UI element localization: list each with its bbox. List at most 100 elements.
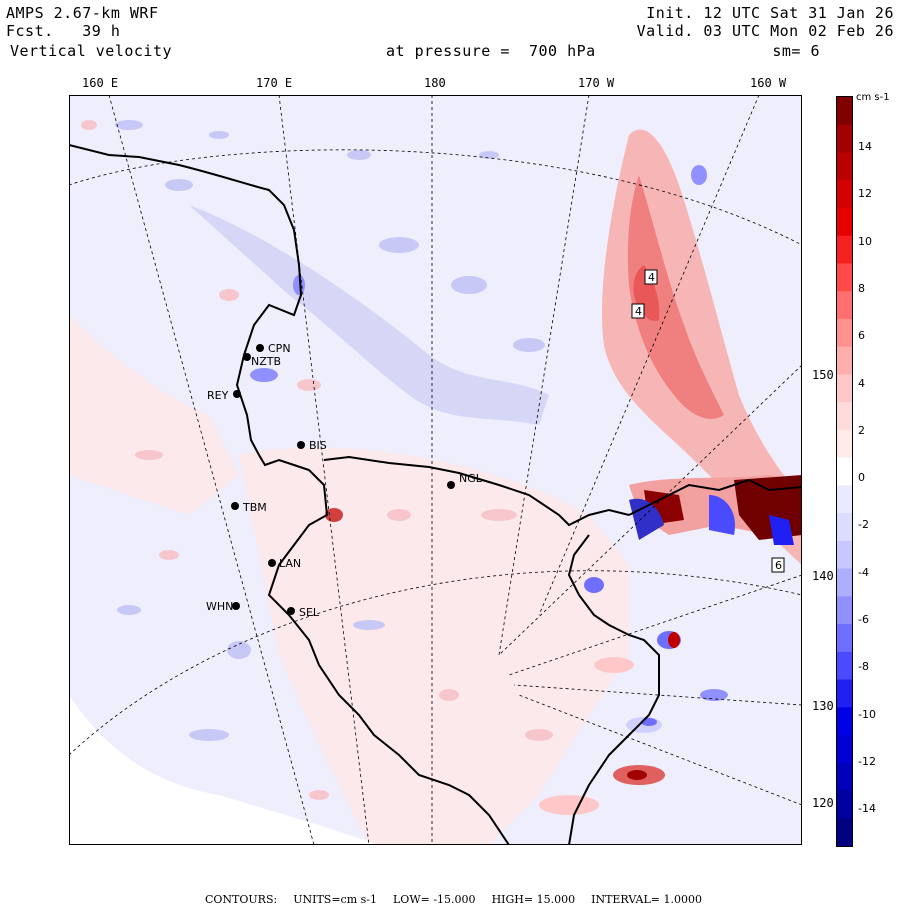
- station-label-nztb: NZTB: [251, 355, 281, 368]
- lon-label-160w: 160 W: [750, 76, 787, 90]
- colorbar-swatch: [837, 235, 852, 264]
- station-label-cpn: CPN: [268, 342, 291, 355]
- colorbar-tick-label: 4: [858, 376, 865, 390]
- graticule-lat-inner: [69, 570, 802, 756]
- west-ross-strip: [69, 315, 239, 515]
- colorbar-swatch: [837, 624, 852, 653]
- colorbar-swatch: [837, 596, 852, 625]
- cell-south-7: [584, 577, 604, 593]
- colorbar-tick-label: 0: [858, 471, 865, 485]
- colorbar-swatch: [837, 180, 852, 209]
- cell-north-2: [691, 165, 707, 185]
- colorbar-swatch: [837, 291, 852, 320]
- cell-south-4: [700, 689, 728, 701]
- station-label-lan: LAN: [279, 557, 301, 570]
- colorbar-tick-label: 6: [858, 329, 865, 343]
- colorbar-swatch: [837, 818, 852, 846]
- colorbar-swatch: [837, 97, 852, 126]
- forecast-hour: Fcst. 39 h: [6, 22, 120, 40]
- colorbar-tick-label: -12: [858, 754, 876, 768]
- lon-label-170e: 170 E: [256, 76, 293, 90]
- colorbar-tick-label: -2: [858, 518, 869, 532]
- colorbar-swatch: [837, 540, 852, 570]
- colorbar-swatch: [837, 568, 852, 597]
- coastline-marie-byrd: [628, 478, 802, 516]
- station-label-bis: BIS: [309, 439, 327, 452]
- ross-sea-region: [239, 447, 629, 845]
- colorbar-swatch: [837, 485, 852, 514]
- station-label-ngl: NGL: [459, 472, 483, 485]
- graticule-lat-outer: [69, 149, 802, 246]
- graticule-lon-120w: [518, 694, 802, 806]
- smoothing: sm= 6: [772, 42, 820, 60]
- lon-label-170w: 170 W: [578, 76, 615, 90]
- model-title: AMPS 2.67-km WRF: [6, 4, 159, 22]
- colorbar-tick-label: -14: [858, 802, 876, 816]
- graticule-lon-160w: [538, 95, 760, 616]
- pressure-label: at pressure =: [386, 42, 510, 60]
- field-name: Vertical velocity: [10, 42, 173, 60]
- colorbar-tick-label: -8: [858, 660, 869, 674]
- colorbar-swatch: [837, 651, 852, 681]
- upward-motion-core: [627, 175, 724, 419]
- graticule-lon-150w: [498, 364, 802, 656]
- colorbar-tick-label: 14: [858, 140, 872, 153]
- cell-south-1-core: [627, 770, 647, 780]
- colorbar-swatch: [837, 402, 852, 431]
- valid-time: Valid. 03 UTC Mon 02 Feb 26: [636, 22, 894, 40]
- map-frame: [69, 95, 802, 845]
- coastal-down-2: [709, 495, 735, 535]
- station-marker-nztb: [243, 353, 251, 361]
- colorbar-swatch: [837, 152, 852, 181]
- colorbar-tick-label: -10: [858, 707, 876, 721]
- station-marker-lan: [268, 559, 276, 567]
- lon-label-180: 180: [424, 76, 446, 90]
- colorbar-units: cm s-1: [856, 92, 890, 103]
- station-marker-whn: [232, 602, 240, 610]
- graticule-lon-170w: [498, 95, 590, 656]
- ross-ice-shelf-edge: [323, 455, 630, 527]
- coastline-victoria-land: [69, 144, 510, 845]
- station-marker-bis: [297, 441, 305, 449]
- station-label-rey: REY: [207, 389, 229, 402]
- cell-south-9: [539, 795, 599, 815]
- station-marker-tbm: [231, 502, 239, 510]
- colorbar-tick-label: 2: [858, 423, 865, 437]
- station-marker-rey: [233, 390, 241, 398]
- cell-nztb: [250, 368, 278, 382]
- cell-north-1: [293, 275, 305, 295]
- ocean-blue-band: [189, 205, 549, 425]
- pressure-level: at pressure = 700 hPa: [386, 42, 596, 60]
- station-marker-cpn: [256, 344, 264, 352]
- colorbar-swatch: [837, 374, 852, 403]
- colorbar-swatch: [837, 263, 852, 292]
- coastal-down-1: [629, 498, 664, 540]
- colorbar-swatch: [837, 679, 852, 708]
- colorbar: [836, 96, 853, 847]
- cell-south-8: [594, 657, 634, 673]
- colorbar-swatch: [837, 429, 852, 459]
- colorbar-tick-label: 12: [858, 187, 872, 201]
- colorbar-swatch: [837, 124, 852, 153]
- station-label-tbm: TBM: [242, 501, 267, 514]
- station-marker-ngl: [447, 481, 455, 489]
- fcst-value: 39 h: [82, 22, 121, 40]
- init-time: Init. 12 UTC Sat 31 Jan 26: [646, 4, 894, 22]
- maximum-label-2: 4: [635, 305, 642, 318]
- maximum-label-3: 6: [775, 559, 782, 572]
- contours-footer: CONTOURS: UNITS=cm s-1 LOW= -15.000 HIGH= 1…: [0, 880, 900, 906]
- colorbar-swatch: [837, 346, 852, 375]
- siple-coast: [567, 534, 660, 845]
- colorbar-swatch: [837, 762, 852, 792]
- colorbar-swatch: [837, 457, 852, 486]
- colorbar-tick-label: 10: [858, 234, 872, 248]
- colorbar-swatch: [837, 790, 852, 819]
- fcst-label: Fcst.: [6, 22, 54, 40]
- colorbar-swatch: [837, 735, 852, 764]
- lon-label-160e: 160 E: [82, 76, 119, 90]
- colorbar-tick-label: -4: [858, 565, 869, 579]
- colorbar-tick-label: -6: [858, 613, 869, 626]
- station-label-sel: SEL: [299, 606, 320, 619]
- colorbar-swatch: [837, 318, 852, 348]
- maximum-label-1: 4: [648, 271, 655, 284]
